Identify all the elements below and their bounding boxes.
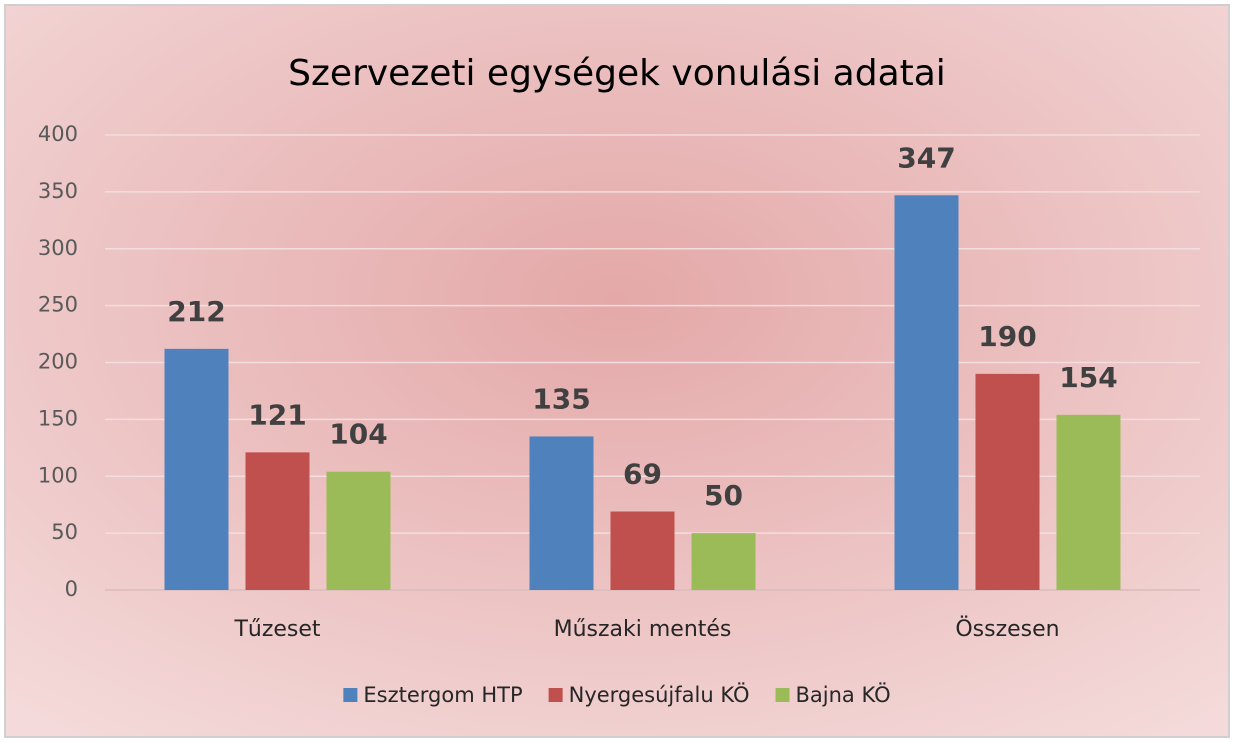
bar	[975, 373, 1040, 590]
y-tick-label: 200	[38, 350, 78, 374]
data-label: 121	[248, 398, 306, 431]
data-label: 135	[532, 382, 590, 415]
legend-label: Nyergesújfalu KÖ	[569, 682, 750, 707]
data-label: 347	[897, 141, 955, 174]
data-label: 190	[978, 320, 1036, 353]
y-tick-label: 50	[51, 520, 78, 544]
y-tick-label: 300	[38, 236, 78, 260]
y-tick-label: 250	[38, 293, 78, 317]
chart-title: Szervezeti egységek vonulási adatai	[288, 53, 946, 94]
data-label: 212	[167, 295, 225, 328]
legend-swatch	[343, 688, 358, 702]
y-tick-label: 100	[38, 463, 78, 487]
legend-swatch	[775, 688, 790, 702]
data-label: 50	[704, 479, 743, 512]
data-label: 104	[329, 418, 387, 451]
y-tick-label: 150	[38, 406, 78, 430]
data-label: 69	[623, 458, 662, 491]
legend-label: Esztergom HTP	[363, 683, 522, 707]
x-tick-label: Műszaki mentés	[554, 617, 732, 642]
y-tick-label: 0	[65, 577, 78, 601]
y-tick-label: 350	[38, 179, 78, 203]
bar	[326, 471, 391, 590]
bar	[164, 348, 229, 590]
legend-label: Bajna KÖ	[796, 682, 891, 707]
bar	[610, 511, 675, 590]
bar	[529, 436, 594, 590]
bar	[245, 452, 310, 590]
x-tick-label: Összesen	[955, 616, 1059, 642]
data-label: 154	[1059, 361, 1117, 394]
y-tick-label: 400	[38, 122, 78, 146]
bar	[894, 195, 959, 590]
bar	[1056, 414, 1121, 590]
legend-swatch	[548, 688, 563, 702]
bar	[691, 533, 756, 590]
x-tick-label: Tűzeset	[233, 617, 320, 642]
